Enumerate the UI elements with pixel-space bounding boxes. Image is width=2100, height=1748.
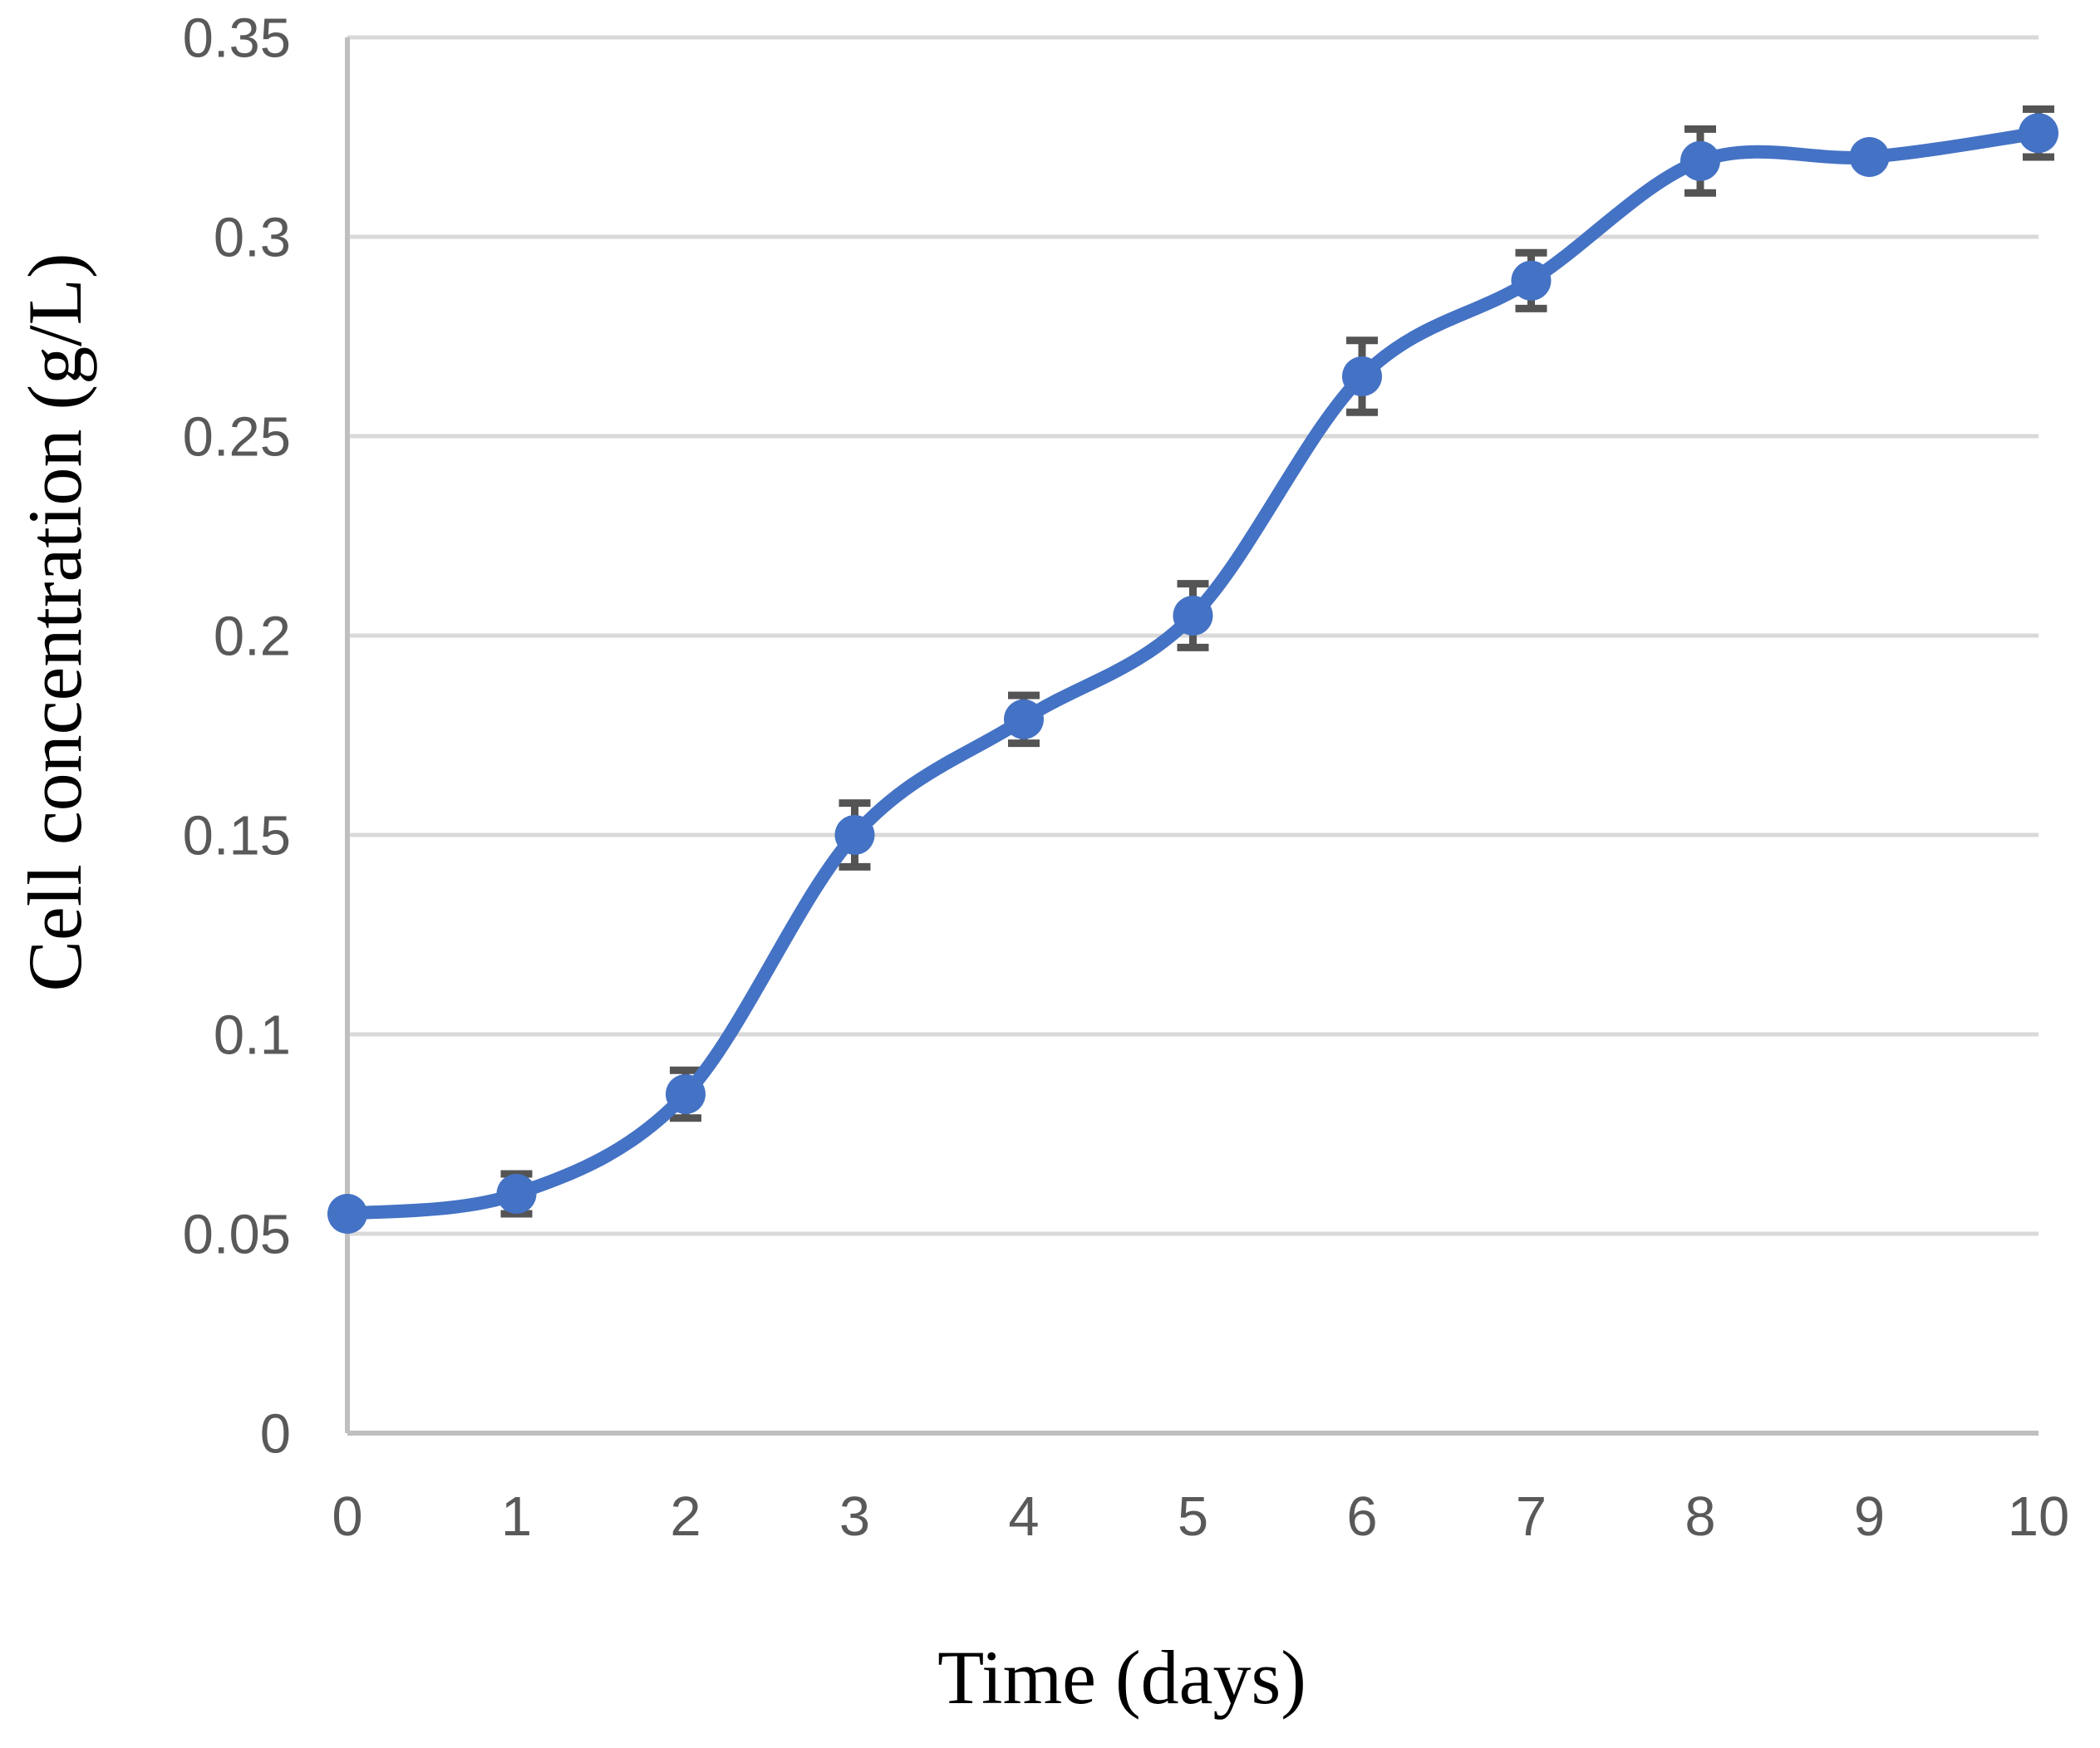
y-tick-label: 0.15 [183,804,291,867]
x-axis-title: Time (days) [937,1635,1306,1720]
data-point-marker [1342,356,1382,396]
data-point-marker [1511,260,1552,301]
data-point-marker [2019,113,2058,154]
data-point-marker [496,1174,537,1214]
x-tick-label: 0 [332,1485,362,1548]
data-point-marker [1173,596,1213,636]
data-point-marker [1004,699,1044,739]
data-point-marker [834,815,875,855]
y-tick-label: 0.1 [214,1004,291,1066]
y-tick-label: 0 [260,1402,291,1465]
y-tick-label: 0.3 [214,206,291,268]
x-tick-label: 9 [1854,1485,1885,1548]
data-point-marker [1680,140,1720,181]
y-tick-labels: 0 0.05 0.1 0.15 0.2 0.25 0.3 0.35 [183,7,291,1465]
y-axis-title: Cell concentration (g/L) [12,253,97,991]
x-tick-label: 10 [2008,1485,2070,1548]
y-tick-label: 0.2 [214,605,291,667]
x-tick-label: 5 [1178,1485,1208,1548]
x-tick-label: 1 [501,1485,532,1548]
y-tick-label: 0.25 [183,405,291,468]
y-tick-label: 0.35 [183,7,291,69]
x-tick-labels: 0 1 2 3 4 5 6 7 8 9 10 [332,1485,2069,1548]
x-tick-label: 8 [1684,1485,1715,1548]
gridlines [347,35,2039,1236]
x-tick-label: 4 [1008,1485,1039,1548]
y-tick-label: 0.05 [183,1203,291,1265]
x-tick-label: 6 [1346,1485,1377,1548]
x-tick-label: 3 [839,1485,870,1548]
markers [327,113,2058,1234]
x-tick-label: 7 [1516,1485,1547,1548]
data-point-marker [666,1074,706,1114]
data-point-marker [327,1194,367,1234]
data-point-marker [1849,137,1890,177]
x-tick-label: 2 [670,1485,701,1548]
